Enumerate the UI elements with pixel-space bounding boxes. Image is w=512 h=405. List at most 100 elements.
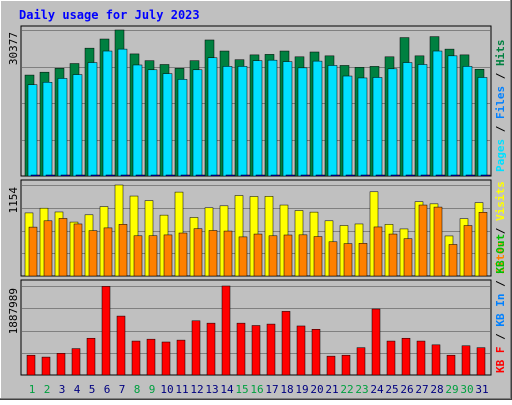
bar-files-day-16 <box>252 60 263 177</box>
bar-kb-f-day-7 <box>116 315 126 376</box>
x-tick-label-day-29: 29 <box>445 383 458 396</box>
bar-pages-day-21 <box>330 174 341 177</box>
bar-sites-day-11 <box>178 232 188 277</box>
x-tick-label-day-7: 7 <box>119 383 126 396</box>
bar-files-day-5 <box>87 62 98 177</box>
bar-sites-day-5 <box>88 230 98 277</box>
chart-title: Daily usage for July 2023 <box>19 8 200 22</box>
bar-kb-f-day-15 <box>236 322 246 376</box>
x-tick-label-day-9: 9 <box>149 383 156 396</box>
x-tick-label-day-14: 14 <box>220 383 234 396</box>
bar-files-day-2 <box>42 82 53 177</box>
x-tick-label-day-11: 11 <box>175 383 188 396</box>
bar-sites-day-6 <box>103 227 113 277</box>
bar-pages-day-30 <box>465 174 476 177</box>
bar-kb-f-day-28 <box>431 344 441 376</box>
bar-sites-day-26 <box>403 238 413 277</box>
x-tick-label-day-15: 15 <box>235 383 248 396</box>
bar-sites-day-12 <box>193 228 203 277</box>
bar-files-day-15 <box>237 66 248 177</box>
bar-pages-day-8 <box>135 174 146 177</box>
bar-sites-day-10 <box>163 234 173 277</box>
bar-files-day-30 <box>462 66 473 177</box>
bar-pages-day-18 <box>285 174 296 177</box>
bar-sites-day-30 <box>463 225 473 277</box>
bar-files-day-18 <box>282 61 293 177</box>
bar-sites-day-1 <box>28 226 38 277</box>
bar-sites-day-8 <box>133 235 143 277</box>
bar-files-day-31 <box>477 77 488 177</box>
bar-kb-f-day-3 <box>56 353 66 376</box>
x-tick-label-day-5: 5 <box>89 383 96 396</box>
bar-pages-day-20 <box>315 174 326 177</box>
bar-kb-f-day-13 <box>206 322 216 376</box>
bar-kb-f-day-11 <box>176 339 186 376</box>
bar-sites-day-23 <box>358 243 368 277</box>
bar-files-day-23 <box>357 77 368 177</box>
bar-kb-f-day-31 <box>476 347 486 376</box>
bar-files-day-12 <box>192 69 203 177</box>
bar-kb-f-day-14 <box>221 285 231 376</box>
bar-pages-day-23 <box>360 174 371 177</box>
x-tick-label-day-12: 12 <box>190 383 203 396</box>
bar-files-day-27 <box>417 64 428 177</box>
x-tick-label-day-10: 10 <box>160 383 173 396</box>
x-tick-label-day-28: 28 <box>430 383 443 396</box>
bar-pages-day-11 <box>180 174 191 177</box>
x-tick-label-day-27: 27 <box>415 383 428 396</box>
bar-sites-day-9 <box>148 235 158 277</box>
bar-files-day-3 <box>57 78 68 177</box>
bar-files-day-20 <box>312 60 323 177</box>
bar-kb-f-day-2 <box>41 356 51 376</box>
bar-pages-day-22 <box>345 174 356 177</box>
bar-kb-f-day-10 <box>161 341 171 376</box>
bar-kb-f-day-25 <box>386 340 396 376</box>
bar-kb-f-day-6 <box>101 286 111 376</box>
bar-sites-day-16 <box>253 233 263 277</box>
bar-pages-day-6 <box>105 174 116 177</box>
bar-pages-day-13 <box>210 174 221 177</box>
bar-files-day-9 <box>147 69 158 177</box>
bar-files-day-4 <box>72 74 83 177</box>
bar-pages-day-2 <box>45 174 56 177</box>
bar-pages-day-19 <box>300 174 311 177</box>
bar-kb-f-day-23 <box>356 347 366 376</box>
legend-kbytes: KB F / KB In / KB Out <box>494 234 507 373</box>
bar-kb-f-day-8 <box>131 340 141 376</box>
bar-pages-day-7 <box>120 174 131 177</box>
panel-kbytes: 1887989 KB F / KB In / KB Out <box>7 234 507 376</box>
bar-pages-day-24 <box>375 174 386 177</box>
bar-sites-day-31 <box>478 212 488 277</box>
x-tick-label-day-18: 18 <box>280 383 293 396</box>
bar-sites-day-13 <box>208 230 218 277</box>
bar-sites-day-25 <box>388 233 398 277</box>
bar-files-day-13 <box>207 57 218 177</box>
y-axis-max-label: 1887989 <box>7 288 20 334</box>
bar-sites-day-14 <box>223 230 233 277</box>
bar-kb-f-day-4 <box>71 348 81 376</box>
bar-pages-day-15 <box>240 174 251 177</box>
bar-pages-day-4 <box>75 174 86 177</box>
x-tick-label-day-8: 8 <box>134 383 141 396</box>
bar-kb-f-day-9 <box>146 338 156 376</box>
bar-pages-day-14 <box>225 174 236 177</box>
bar-sites-day-2 <box>43 220 53 277</box>
bar-pages-day-29 <box>450 174 461 177</box>
bar-sites-day-17 <box>268 235 278 277</box>
bar-pages-day-31 <box>480 174 491 177</box>
bar-pages-day-10 <box>165 174 176 177</box>
x-tick-label-day-31: 31 <box>475 383 488 396</box>
bar-files-day-14 <box>222 66 233 177</box>
x-axis-day-labels: 1 2 3 4 5 6 7 8 9 10 11 12 13 14 15 16 17 18 19 20 21 22 23 24 2… <box>29 383 489 396</box>
bar-files-day-19 <box>297 67 308 177</box>
x-tick-label-day-2: 2 <box>44 383 51 396</box>
bar-sites-day-4 <box>73 223 83 277</box>
x-tick-label-day-19: 19 <box>295 383 308 396</box>
panel-hits-files-pages: 30377 Pages / Files / Hits <box>7 25 507 177</box>
x-tick-label-day-23: 23 <box>355 383 368 396</box>
x-tick-label-day-6: 6 <box>104 383 111 396</box>
bar-files-day-28 <box>432 50 443 177</box>
bar-pages-day-25 <box>390 174 401 177</box>
bar-sites-day-20 <box>313 236 323 277</box>
x-tick-label-day-24: 24 <box>370 383 384 396</box>
